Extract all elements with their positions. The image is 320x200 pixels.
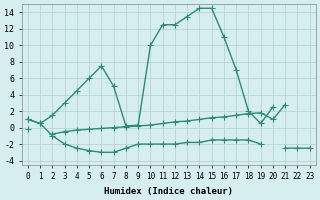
X-axis label: Humidex (Indice chaleur): Humidex (Indice chaleur)	[104, 187, 233, 196]
